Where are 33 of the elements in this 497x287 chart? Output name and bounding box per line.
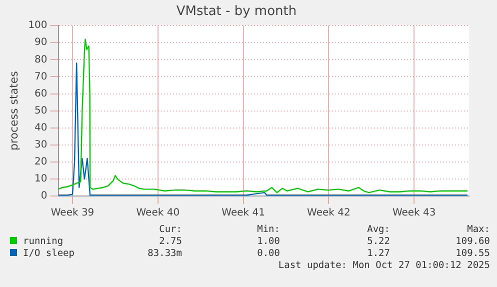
- text: 0.00: [256, 248, 280, 260]
- text: 2.75: [158, 236, 182, 248]
- y-tick-label: 30: [34, 139, 48, 150]
- y-tick-label: 20: [34, 156, 48, 168]
- text: Max:: [466, 224, 490, 236]
- y-axis-title: process states: [7, 70, 20, 150]
- legend-label: running: [22, 236, 64, 248]
- y-tick-label: 0: [40, 190, 48, 202]
- text: Last update: Mon Oct 27 01:00:12 2025: [277, 260, 490, 272]
- text: 5.22: [366, 236, 390, 248]
- text: 83.33m: [146, 248, 182, 260]
- text: 109.55: [454, 248, 490, 260]
- text: 1.27: [366, 248, 390, 260]
- y-tick-label: 70: [34, 71, 48, 82]
- text: Avg:: [366, 224, 390, 236]
- x-tick-label: Week 43: [392, 208, 436, 219]
- x-tick-label: Week 41: [222, 208, 265, 219]
- x-tick-label: Week 39: [50, 208, 94, 219]
- text: 109.60: [454, 236, 490, 248]
- text: Cur:: [158, 224, 182, 236]
- y-tick-label: 10: [34, 174, 48, 185]
- y-tick-label: 50: [34, 105, 48, 116]
- x-tick-label: Week 40: [136, 208, 180, 219]
- y-tick-label: 40: [34, 122, 48, 134]
- chart-title: VMstat - by month: [176, 4, 297, 20]
- y-tick-label: 90: [34, 37, 48, 48]
- text: 1.00: [256, 236, 280, 248]
- legend-label: I/O sleep: [22, 248, 76, 260]
- y-tick-label: 80: [34, 54, 48, 66]
- text: Min:: [256, 224, 280, 236]
- x-tick-label: Week 42: [307, 208, 350, 219]
- y-tick-label: 100: [28, 20, 48, 32]
- y-tick-label: 60: [34, 88, 48, 100]
